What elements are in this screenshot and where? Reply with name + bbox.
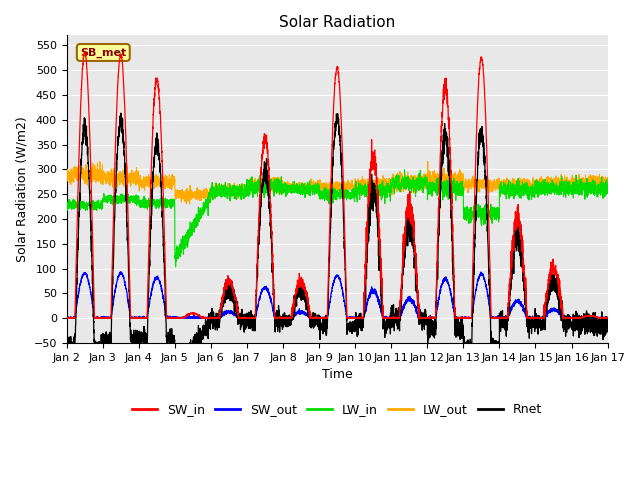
SW_in — [160, 221, 168, 227]
LW_in — [401, 167, 408, 173]
LW_out — [489, 179, 497, 184]
SW_in — [489, 315, 497, 321]
Line: LW_out: LW_out — [67, 161, 607, 204]
Rnet — [459, 327, 467, 333]
SW_in — [604, 315, 611, 321]
SW_in — [459, 315, 467, 321]
LW_in — [429, 190, 436, 195]
LW_out — [160, 177, 168, 182]
Rnet — [604, 326, 611, 332]
Line: LW_in: LW_in — [67, 170, 607, 267]
LW_out — [604, 181, 611, 187]
Rnet — [172, 388, 179, 394]
Title: Solar Radiation: Solar Radiation — [279, 15, 396, 30]
LW_in — [459, 185, 467, 191]
LW_out — [317, 180, 324, 186]
LW_out — [424, 158, 431, 164]
SW_in — [604, 315, 611, 321]
Rnet — [63, 345, 70, 351]
LW_in — [317, 189, 324, 195]
SW_out — [489, 315, 497, 321]
Rnet — [160, 259, 168, 265]
Line: SW_out: SW_out — [67, 272, 607, 318]
Rnet — [604, 324, 611, 329]
SW_out — [117, 269, 125, 275]
SW_in — [81, 48, 88, 54]
SW_out — [604, 315, 611, 321]
SW_in — [317, 315, 325, 321]
X-axis label: Time: Time — [322, 368, 353, 381]
LW_in — [63, 198, 70, 204]
LW_out — [63, 168, 70, 174]
Legend: SW_in, SW_out, LW_in, LW_out, Rnet: SW_in, SW_out, LW_in, LW_out, Rnet — [127, 398, 547, 421]
LW_in — [489, 210, 497, 216]
LW_out — [459, 173, 467, 179]
Line: SW_in: SW_in — [67, 51, 607, 318]
SW_out — [429, 315, 436, 321]
SW_in — [429, 315, 436, 321]
Y-axis label: Solar Radiation (W/m2): Solar Radiation (W/m2) — [15, 116, 28, 262]
LW_out — [429, 179, 436, 184]
LW_in — [604, 191, 611, 196]
SW_out — [603, 315, 611, 321]
LW_in — [604, 189, 611, 195]
SW_in — [63, 315, 70, 321]
LW_out — [186, 201, 193, 207]
LW_in — [160, 196, 168, 202]
Rnet — [117, 110, 125, 116]
Rnet — [317, 325, 325, 331]
LW_out — [604, 180, 611, 185]
LW_in — [172, 264, 179, 270]
Rnet — [489, 347, 497, 352]
Text: SB_met: SB_met — [80, 48, 127, 58]
Line: Rnet: Rnet — [67, 113, 607, 391]
SW_out — [160, 299, 168, 304]
SW_out — [458, 315, 466, 321]
SW_out — [63, 315, 70, 321]
SW_out — [317, 315, 324, 321]
SW_in — [63, 315, 71, 321]
Rnet — [429, 326, 436, 332]
